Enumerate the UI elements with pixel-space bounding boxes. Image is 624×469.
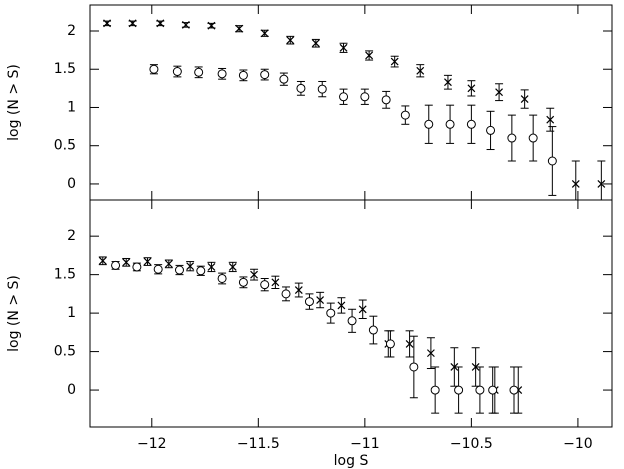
point (416, 66, 425, 75)
point (385, 339, 395, 349)
point (509, 385, 519, 395)
point (424, 119, 434, 129)
point (471, 363, 480, 371)
point (111, 260, 121, 270)
point (339, 43, 348, 52)
point (339, 92, 349, 102)
point (326, 308, 336, 318)
point (186, 262, 195, 271)
point (153, 264, 163, 274)
point (546, 115, 555, 124)
point (547, 156, 557, 166)
point (228, 263, 237, 271)
point (250, 270, 258, 279)
point (467, 84, 476, 93)
point (405, 339, 414, 348)
point (430, 385, 440, 395)
point (445, 119, 455, 129)
point (571, 180, 580, 188)
x-tick-label: −11.5 (237, 436, 280, 452)
point (486, 125, 496, 135)
plot-frame (89, 199, 613, 428)
point (347, 316, 357, 326)
point (238, 70, 248, 80)
point (454, 385, 464, 395)
x-tick-label: −11 (350, 436, 380, 452)
point (260, 29, 269, 38)
point (281, 289, 291, 299)
y-tick-label: 1.5 (54, 61, 76, 77)
y-axis-label: log (N > S) (6, 275, 22, 352)
point (149, 64, 159, 74)
point (98, 256, 107, 265)
point (450, 363, 459, 371)
point (520, 95, 529, 103)
point (172, 67, 182, 77)
point (235, 24, 244, 33)
point (260, 280, 270, 290)
point (475, 385, 485, 395)
point (174, 265, 184, 275)
point (271, 278, 280, 287)
point (260, 70, 270, 80)
point (368, 325, 378, 335)
plot-frame (89, 4, 613, 201)
point (286, 36, 295, 45)
point (365, 51, 374, 60)
point (381, 95, 391, 105)
point (311, 39, 320, 48)
point (304, 297, 314, 307)
point (358, 305, 367, 314)
point (507, 133, 517, 143)
point (196, 266, 206, 276)
y-axis-label: log (N > S) (6, 64, 22, 141)
x-tick-label: −12 (137, 436, 167, 452)
point (132, 262, 142, 272)
point (156, 19, 165, 28)
point (217, 273, 227, 283)
point (495, 88, 504, 97)
y-tick-label: 2 (67, 23, 76, 39)
y-tick-label: 1 (67, 99, 76, 115)
y-tick-label: 2 (67, 228, 76, 244)
y-tick-label: 1 (67, 305, 76, 321)
point (122, 258, 131, 267)
point (337, 301, 346, 310)
point (444, 78, 452, 87)
point (143, 257, 152, 266)
x-tick-label: −10.5 (450, 436, 493, 452)
point (409, 362, 419, 372)
point (279, 74, 289, 84)
point (317, 84, 327, 94)
point (316, 296, 325, 304)
point (597, 180, 606, 188)
point (360, 92, 370, 102)
point (103, 19, 111, 28)
y-tick-label: 0.5 (54, 138, 76, 154)
point (466, 119, 476, 129)
x-axis-label: log S (334, 453, 369, 469)
point (181, 20, 190, 29)
point (400, 110, 410, 120)
y-tick-label: 0.5 (54, 344, 76, 360)
point (217, 69, 227, 79)
point (390, 57, 399, 66)
point (426, 349, 435, 358)
point (238, 277, 248, 287)
point (194, 67, 204, 77)
point (294, 286, 303, 294)
point (164, 259, 173, 268)
point (207, 21, 216, 30)
point (207, 263, 216, 271)
point (528, 133, 538, 143)
point (128, 19, 137, 28)
x-tick-label: −10 (563, 436, 593, 452)
y-tick-label: 1.5 (54, 267, 76, 283)
point (296, 83, 306, 93)
y-tick-label: 0 (67, 176, 76, 192)
point (488, 385, 498, 395)
y-tick-label: 0 (67, 382, 76, 398)
